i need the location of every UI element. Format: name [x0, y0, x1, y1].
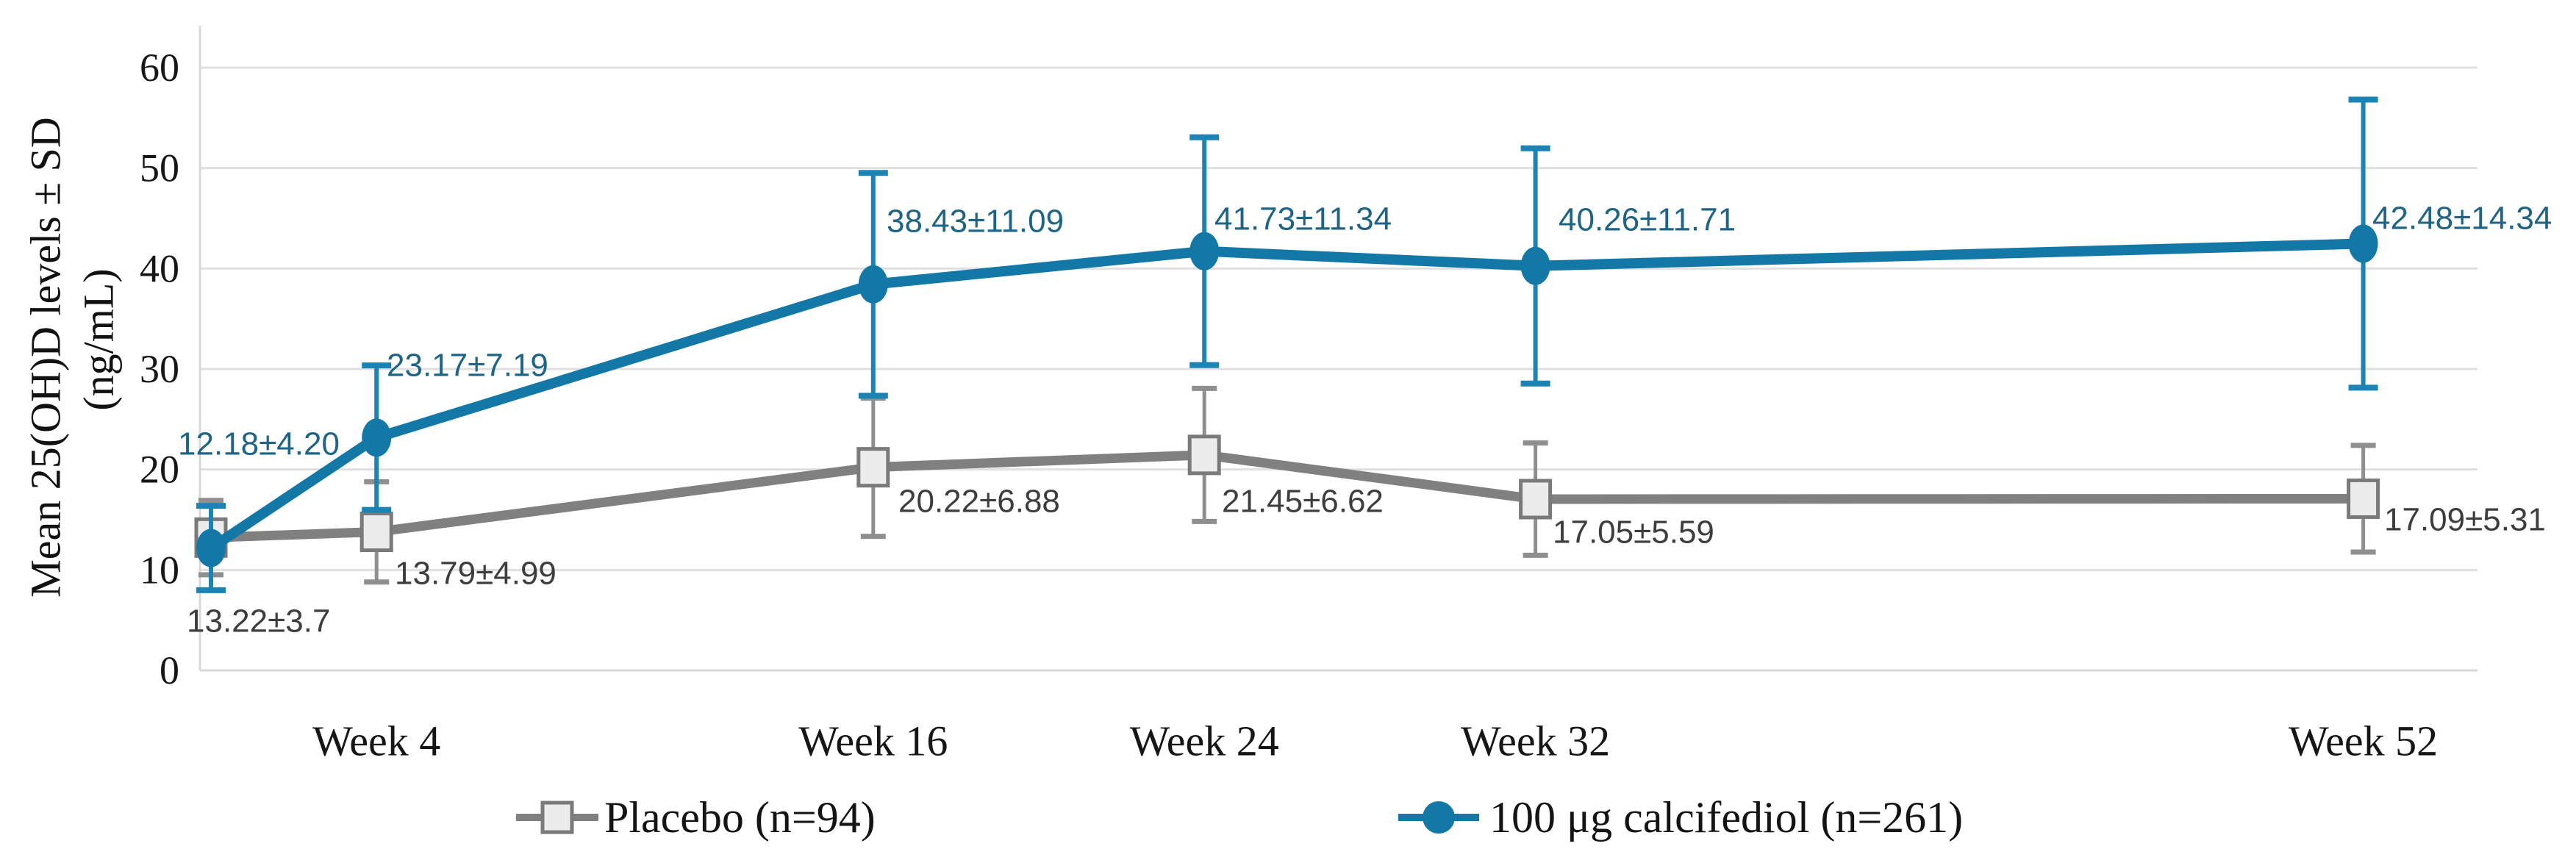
chart-layer: 0 10 20 30 40 50 60 Week 4 Week 16 Week 24 Week 32… — [140, 26, 2552, 765]
data-point-calcifediol — [2348, 224, 2378, 263]
data-point-label-placebo: 13.22±3.7 — [187, 604, 330, 640]
series-line-calcifediol — [208, 238, 2364, 553]
y-tick-label: 20 — [140, 448, 179, 492]
data-point-calcifediol — [196, 529, 226, 567]
data-point-label-placebo: 17.05±5.59 — [1553, 515, 1714, 551]
data-point-calcifediol — [1520, 246, 1550, 285]
y-tick-label: 30 — [140, 347, 179, 391]
data-point-label-calcifediol: 38.43±11.09 — [887, 204, 1064, 240]
x-tick-label: Week 52 — [2289, 717, 2438, 765]
data-point-label-calcifediol: 40.26±11.71 — [1559, 202, 1736, 238]
data-point-label-calcifediol: 41.73±11.34 — [1214, 201, 1392, 237]
data-point-placebo — [1519, 479, 1553, 520]
legend-marker-calcifediol — [1398, 801, 1479, 834]
data-point-placebo — [359, 512, 393, 553]
legend-label-calcifediol: 100 μg calcifediol (n=261) — [1489, 793, 1963, 842]
y-axis-title-units: (ng/mL) — [75, 268, 123, 410]
data-point-calcifediol — [1189, 232, 1220, 271]
data-point-calcifediol — [858, 265, 888, 304]
y-axis-title: Mean 25(OH)D levels ± SD — [22, 117, 70, 598]
series-placebo: 13.22±3.7 13.79±4.99 20.22±6.88 21.45±6.62 1… — [187, 385, 2546, 640]
x-tick-label: Week 32 — [1461, 717, 1610, 765]
data-point-label-placebo: 13.79±4.99 — [395, 556, 557, 592]
y-tick-label: 10 — [140, 548, 179, 592]
data-point-label-calcifediol: 42.48±14.34 — [2372, 201, 2552, 237]
y-tick-label: 0 — [160, 648, 179, 692]
data-point-placebo — [856, 447, 890, 488]
y-tick-label: 50 — [140, 146, 179, 190]
data-point-calcifediol — [362, 418, 392, 457]
data-point-placebo — [2347, 478, 2380, 519]
series-calcifediol: 12.18±4.20 23.17±7.19 38.43±11.09 41.73±11.… — [178, 96, 2552, 593]
data-point-label-calcifediol: 23.17±7.19 — [387, 348, 548, 384]
data-point-placebo — [1187, 434, 1221, 476]
y-tick-label: 60 — [140, 46, 179, 90]
x-tick-label: Week 24 — [1130, 717, 1279, 765]
legend-marker-placebo — [516, 801, 598, 834]
legend: Placebo (n=94) 100 μg calcifediol (n=261… — [516, 793, 1963, 842]
data-point-label-placebo: 20.22±6.88 — [898, 484, 1060, 520]
x-tick-label: Week 16 — [798, 717, 948, 765]
y-tick-label: 40 — [140, 246, 179, 290]
data-point-label-placebo: 17.09±5.31 — [2384, 502, 2546, 538]
x-tick-label: Week 4 — [312, 717, 440, 765]
legend-label-placebo: Placebo (n=94) — [604, 793, 876, 842]
data-point-label-placebo: 21.45±6.62 — [1222, 484, 1384, 520]
series-line-placebo — [210, 450, 2364, 542]
data-point-label-calcifediol: 12.18±4.20 — [178, 426, 340, 462]
